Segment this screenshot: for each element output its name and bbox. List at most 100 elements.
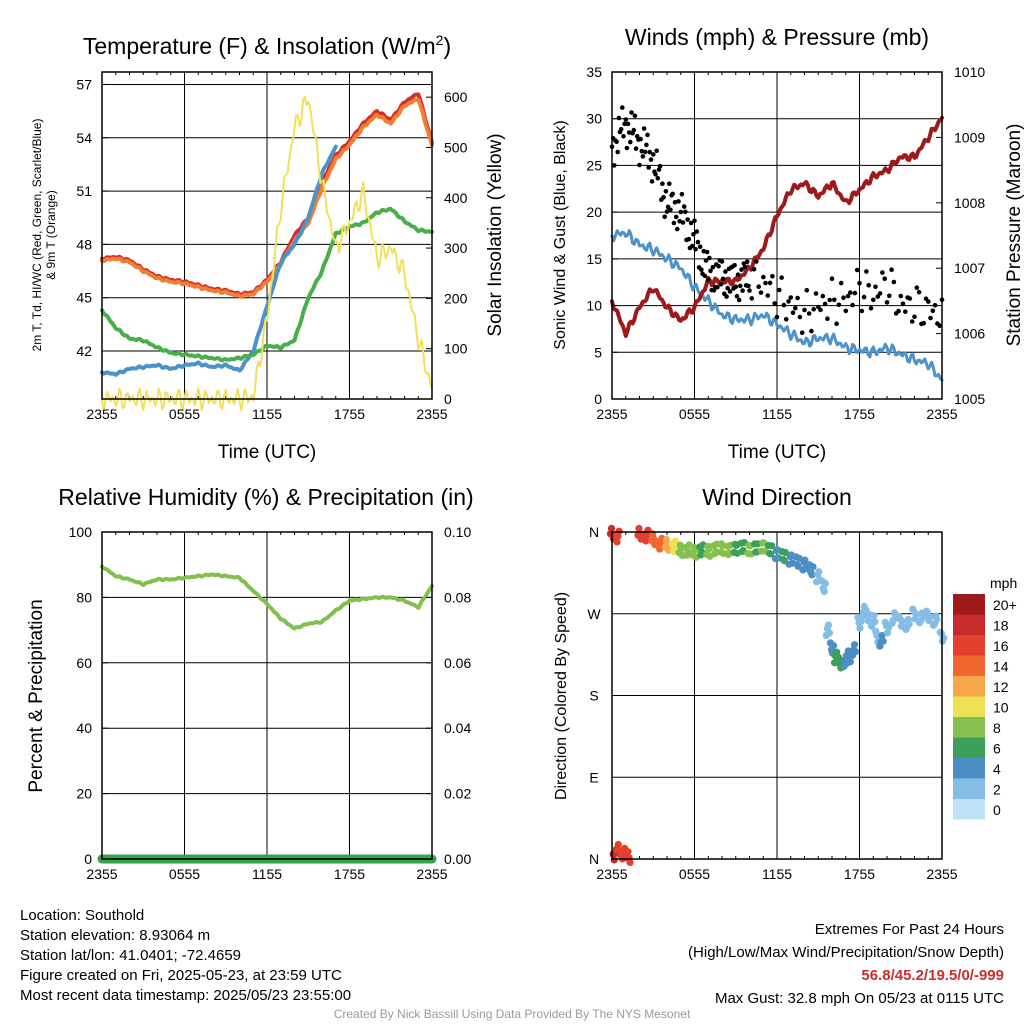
temp-panel-xlabel: Time (UTC) [218, 442, 317, 463]
direction-point [626, 858, 634, 867]
gust-point [832, 297, 837, 303]
temp-panel-y-tick-label-right: 300 [444, 240, 468, 256]
wind-panel-ylabel-right: Station Pressure (Maroon) [1004, 124, 1024, 347]
gust-point [736, 297, 742, 303]
temp-title-superscript: 2 [436, 32, 444, 48]
gust-point [676, 199, 681, 204]
speed-legend-swatch [953, 758, 985, 779]
wind-panel-y-tick-label-right: 1006 [954, 326, 985, 342]
temp-panel-y-tick-label: 57 [76, 76, 92, 92]
gust-point [741, 261, 747, 266]
gust-point [637, 162, 642, 168]
wind-panel-y-tick-label: 25 [586, 157, 602, 173]
gust-point [767, 280, 773, 286]
wind-panel-y-tick-label: 20 [586, 204, 602, 220]
series-sonic-wind [610, 229, 944, 382]
wind-panel-x-tick-label: 2355 [596, 406, 627, 422]
speed-legend-label: 2 [993, 782, 1001, 798]
speed-legend-swatch [953, 717, 985, 738]
rh-panel-title: Relative Humidity (%) & Precipitation (i… [58, 484, 473, 510]
wind-panel-y-tick-label: 30 [586, 111, 602, 127]
gust-point [692, 218, 697, 224]
gust-point [746, 283, 751, 289]
dir-panel-x-tick-label: 1155 [762, 866, 792, 882]
max-gust: Max Gust: 32.8 mph On 05/23 at 0115 UTC [714, 990, 1004, 1007]
gust-point [710, 264, 716, 270]
direction-point [870, 612, 878, 620]
speed-legend-label: 14 [993, 659, 1009, 675]
gust-point [693, 247, 698, 252]
gust-point [699, 267, 704, 273]
extremes-description: (High/Low/Max Wind/Precipitation/Snow De… [688, 944, 1004, 961]
direction-point [905, 620, 913, 628]
direction-point [912, 611, 920, 619]
wind-panel-y-tick-label: 0 [594, 391, 602, 407]
direction-point [795, 554, 803, 562]
gust-point [695, 239, 701, 245]
direction-point [898, 617, 907, 626]
gust-point [738, 283, 743, 289]
gust-point [930, 308, 936, 314]
gust-point [848, 290, 853, 295]
direction-point [801, 556, 809, 564]
temp-panel-ylabel-line2: & 9m T (Orange) [44, 190, 58, 280]
gust-point [843, 308, 849, 314]
gust-point [681, 204, 687, 209]
gust-point [727, 289, 733, 294]
gust-point [703, 258, 709, 263]
wind-panel-y-tick-label-right: 1009 [954, 129, 985, 145]
gust-point [646, 165, 651, 170]
direction-point [607, 524, 616, 533]
rh-panel-x-tick-label: 1755 [334, 866, 365, 882]
dir-panel-x-tick-label: 1755 [844, 866, 875, 882]
series-td [100, 206, 434, 363]
rh-panel-y-tick-label: 100 [69, 524, 93, 540]
direction-point [820, 587, 828, 596]
gust-point [765, 293, 771, 298]
gust-point [799, 330, 805, 336]
gust-point [744, 259, 750, 265]
gust-point [675, 226, 680, 232]
gust-point [880, 270, 885, 275]
wind-panel-ylabel: Sonic Wind & Gust (Blue, Black) [552, 120, 569, 349]
gust-point [829, 276, 835, 282]
gust-point [937, 323, 942, 329]
gust-point [781, 302, 787, 308]
direction-point [615, 527, 623, 535]
gust-point [640, 154, 646, 159]
series-9m-t [100, 97, 434, 299]
gust-point [702, 273, 708, 279]
gust-point [898, 293, 904, 299]
gust-point [632, 113, 638, 119]
gust-point [618, 127, 624, 132]
gust-point [825, 316, 830, 322]
temp-panel-y-tick-label-right: 0 [444, 391, 452, 407]
gust-point [884, 300, 890, 305]
gust-point [686, 236, 692, 242]
gust-point [827, 297, 832, 303]
gust-point [774, 314, 780, 320]
gust-point [735, 272, 741, 278]
gust-point [882, 276, 887, 282]
speed-legend-label: 10 [993, 700, 1009, 716]
gust-point [642, 149, 648, 155]
station-location: Location: Southold [20, 907, 145, 924]
gust-point [620, 105, 625, 110]
gust-point [770, 274, 775, 279]
temp-panel-x-tick-label: 2355 [416, 406, 447, 422]
direction-point [883, 629, 892, 637]
extremes-values: 56.8/45.2/19.5/0/-999 [861, 967, 1004, 984]
rh-panel-y-tick-label-right: 0.04 [444, 720, 471, 736]
temp-panel-y-tick-label: 48 [76, 236, 92, 252]
speed-legend-label: 12 [993, 679, 1009, 695]
rh-panel-y-tick-label: 40 [76, 720, 92, 736]
dir-panel-y-tick-label: S [589, 688, 598, 704]
direction-point [871, 618, 879, 626]
series-station-pressure [610, 115, 944, 338]
gust-point [654, 148, 659, 154]
gust-point [875, 294, 881, 299]
gust-point [820, 293, 826, 299]
gust-point [747, 288, 752, 293]
gust-point [648, 157, 654, 162]
speed-legend-label: 6 [993, 741, 1001, 757]
